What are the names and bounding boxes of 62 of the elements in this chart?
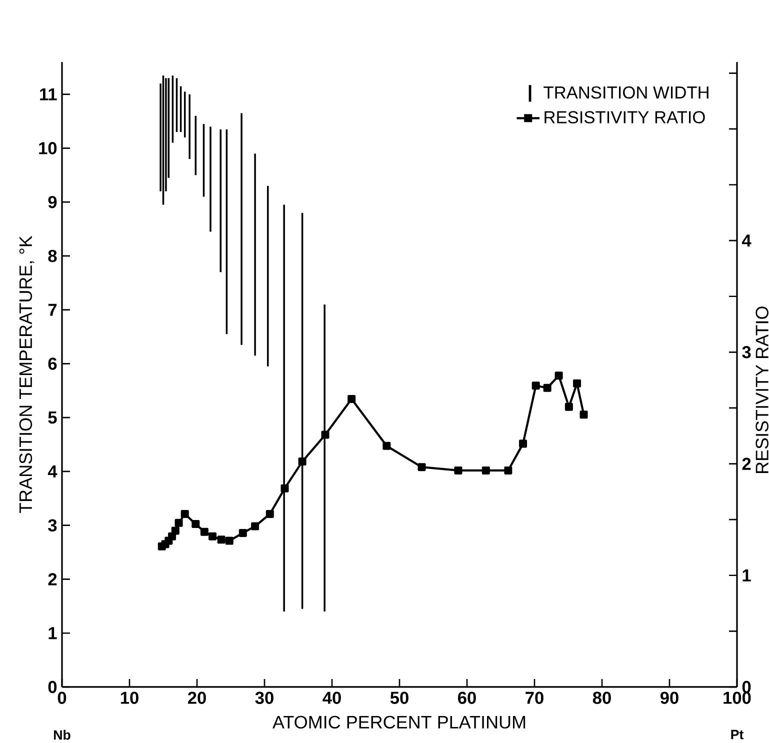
point: [208, 532, 217, 540]
point: [266, 510, 274, 518]
x-tick-label: 80: [592, 692, 611, 704]
y-tick-label: 3: [48, 519, 57, 532]
point: [418, 463, 426, 472]
point: [298, 458, 306, 466]
point: [251, 522, 260, 530]
legend-label: RESISTIVITY RATIO: [544, 111, 705, 124]
point: [573, 379, 582, 388]
point: [543, 384, 552, 392]
x-tick-label: 100: [724, 692, 751, 704]
point: [382, 442, 391, 450]
point: [564, 402, 573, 411]
y-tick-label: 2: [48, 573, 57, 586]
y-tick-label: 8: [48, 250, 57, 262]
text: Nb: [54, 730, 70, 740]
y2-tick-label: 2: [742, 458, 751, 470]
y-tick-label: 4: [48, 466, 58, 478]
point: [532, 382, 540, 390]
y-axis-title: TRANSITION TEMPERATURE, °K: [19, 236, 34, 514]
point: [171, 526, 180, 535]
point: [280, 484, 289, 492]
point: [519, 440, 528, 448]
y2-tick-label: 1: [742, 569, 751, 582]
text: Pt: [731, 730, 744, 740]
y-tick-label: 6: [48, 358, 57, 370]
y-tick-label: 11: [40, 88, 57, 100]
x-tick-label: 90: [660, 692, 678, 704]
y-tick-label: 7: [48, 304, 57, 316]
x-tick-label: 60: [458, 692, 476, 704]
point: [180, 510, 189, 518]
y-tick-label: 5: [48, 412, 57, 424]
point: [321, 430, 330, 439]
y2-tick-label: 4: [742, 234, 752, 247]
y2-axis-title: RESISTIVITY RATIO: [756, 306, 768, 473]
point: [225, 536, 234, 545]
point: [217, 536, 226, 544]
point: [192, 520, 200, 528]
point: [174, 518, 183, 527]
y-tick-label: 10: [39, 142, 57, 154]
point: [238, 528, 247, 537]
point: [454, 466, 462, 474]
y2-tick-label: 3: [742, 346, 751, 358]
point: [580, 410, 588, 419]
x-tick-label: 50: [390, 692, 408, 704]
y-tick-label: 9: [48, 196, 57, 208]
y-tick-label: 1: [48, 627, 57, 640]
x-tick-label: 30: [255, 692, 274, 704]
x-tick-label: 70: [526, 692, 544, 704]
point: [504, 466, 512, 474]
legend-label: TRANSITION WIDTH: [544, 86, 708, 99]
x-tick-label: 0: [58, 692, 66, 704]
x-tick-label: 40: [322, 692, 341, 704]
x-tick-label: 20: [188, 692, 206, 704]
point: [168, 532, 176, 540]
x-tick-label: 10: [120, 692, 138, 704]
point: [482, 466, 490, 474]
point: [554, 372, 563, 380]
y-tick-label: 0: [48, 680, 57, 694]
point: [348, 395, 356, 404]
point: [200, 528, 208, 536]
x-axis-title: ATOMIC PERCENT PLATINUM: [272, 716, 526, 729]
